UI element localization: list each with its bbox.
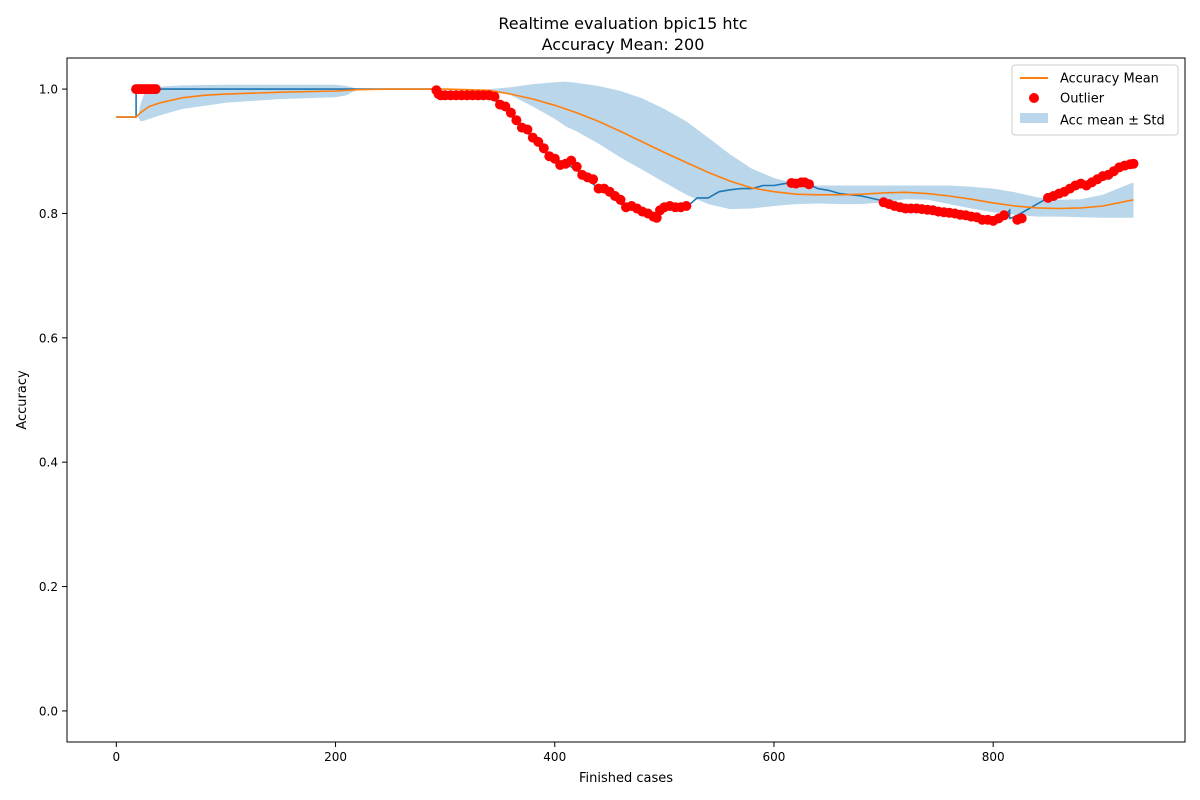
std-band xyxy=(138,81,1134,218)
outlier-point xyxy=(615,194,626,205)
legend: Accuracy Mean Outlier Acc mean ± Std xyxy=(1011,64,1179,136)
outlier-point xyxy=(1128,158,1139,169)
outlier-point xyxy=(538,143,549,154)
x-axis-label: Finished cases xyxy=(579,771,673,786)
chart-title: Realtime evaluation bpic15 htc xyxy=(498,14,747,33)
y-tick-label: 0.8 xyxy=(39,207,58,221)
y-tick-label: 1.0 xyxy=(39,83,58,97)
plot-area xyxy=(116,81,1139,226)
outlier-point xyxy=(511,115,522,126)
outlier-point xyxy=(999,210,1010,221)
y-tick-label: 0.0 xyxy=(39,704,58,718)
outlier-point xyxy=(571,161,582,172)
x-tick-label: 200 xyxy=(324,750,347,764)
legend-marker-swatch xyxy=(1029,93,1039,103)
x-tick-label: 800 xyxy=(982,750,1005,764)
y-axis-label: Accuracy xyxy=(15,370,30,430)
y-tick-label: 0.6 xyxy=(39,331,58,345)
outlier-point xyxy=(651,212,662,223)
outlier-point xyxy=(1016,213,1027,224)
legend-label-band: Acc mean ± Std xyxy=(1060,114,1165,129)
y-axis-ticks: 0.0 0.2 0.4 0.6 0.8 1.0 xyxy=(39,83,67,718)
std-band-layer xyxy=(138,81,1134,218)
legend-patch-swatch xyxy=(1020,113,1048,123)
accuracy-mean-line xyxy=(116,88,1134,210)
outlier-point xyxy=(522,124,533,135)
chart-subtitle: Accuracy Mean: 200 xyxy=(542,35,705,54)
outlier-point xyxy=(588,174,599,185)
y-tick-label: 0.4 xyxy=(39,456,58,470)
axes-frame xyxy=(66,57,1186,743)
outlier-point xyxy=(505,107,516,118)
x-tick-label: 400 xyxy=(543,750,566,764)
outlier-point xyxy=(681,201,692,211)
legend-label-outlier: Outlier xyxy=(1060,92,1105,107)
outlier-point xyxy=(150,84,161,95)
legend-label-mean: Accuracy Mean xyxy=(1060,72,1159,87)
outlier-layer xyxy=(131,84,1139,226)
legend-box xyxy=(1011,64,1179,136)
x-tick-label: 600 xyxy=(763,750,786,764)
outlier-point xyxy=(489,91,500,102)
x-tick-label: 0 xyxy=(113,750,121,764)
x-axis-ticks: 0 200 400 600 800 xyxy=(113,742,1005,764)
y-tick-label: 0.2 xyxy=(39,580,58,594)
outlier-point xyxy=(804,179,814,190)
